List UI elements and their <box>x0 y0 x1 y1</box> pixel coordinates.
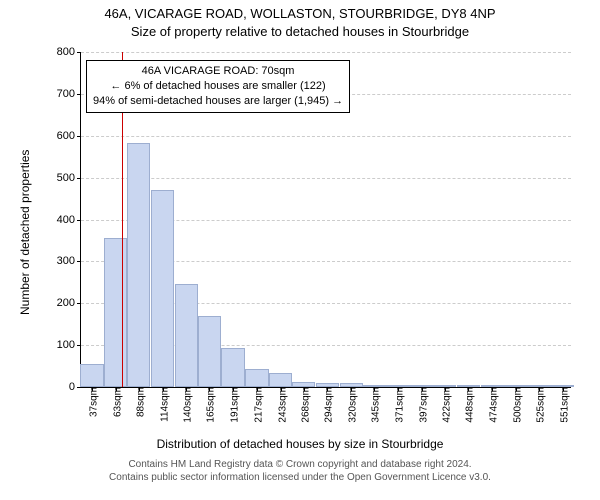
y-axis-label: Number of detached properties <box>18 149 32 314</box>
x-tick-label: 320sqm <box>344 387 359 423</box>
x-tick-label: 217sqm <box>249 387 264 423</box>
x-tick-label: 448sqm <box>461 387 476 423</box>
chart-container: 46A, VICARAGE ROAD, WOLLASTON, STOURBRID… <box>0 0 600 500</box>
y-tick-label: 400 <box>57 214 81 226</box>
x-tick-label: 165sqm <box>202 387 217 423</box>
footer-line-2: Contains public sector information licen… <box>0 472 600 485</box>
gridline-h <box>81 136 571 137</box>
info-line-2: ← 6% of detached houses are smaller (122… <box>93 79 343 94</box>
page-subtitle: Size of property relative to detached ho… <box>0 24 600 39</box>
y-tick-label: 300 <box>57 255 81 267</box>
x-tick-label: 114sqm <box>155 387 170 422</box>
x-tick-label: 294sqm <box>320 387 335 423</box>
y-tick-label: 0 <box>69 381 81 393</box>
y-tick-label: 800 <box>57 46 81 58</box>
x-tick-label: 191sqm <box>226 387 241 423</box>
histogram-bar <box>245 369 268 387</box>
histogram-bar <box>151 190 174 387</box>
x-tick-label: 397sqm <box>414 387 429 423</box>
info-box: 46A VICARAGE ROAD: 70sqm ← 6% of detache… <box>86 60 350 113</box>
x-tick-label: 551sqm <box>555 387 570 423</box>
histogram-bar <box>198 316 221 387</box>
histogram-bar <box>104 238 127 387</box>
y-tick-label: 500 <box>57 172 81 184</box>
x-tick-label: 422sqm <box>437 387 452 423</box>
x-axis-label: Distribution of detached houses by size … <box>0 437 600 451</box>
y-tick-label: 200 <box>57 297 81 309</box>
page-title: 46A, VICARAGE ROAD, WOLLASTON, STOURBRID… <box>0 6 600 21</box>
x-tick-label: 140sqm <box>179 387 194 423</box>
x-tick-label: 63sqm <box>108 387 123 417</box>
x-tick-label: 500sqm <box>509 387 524 423</box>
histogram-bar <box>127 143 150 387</box>
x-tick-label: 243sqm <box>273 387 288 423</box>
histogram-bar <box>221 348 244 387</box>
histogram-bar <box>269 373 292 387</box>
gridline-h <box>81 52 571 53</box>
y-tick-label: 100 <box>57 339 81 351</box>
histogram-bar <box>175 284 198 387</box>
gridline-h <box>81 178 571 179</box>
info-line-1: 46A VICARAGE ROAD: 70sqm <box>93 64 343 79</box>
y-tick-label: 600 <box>57 130 81 142</box>
x-tick-label: 268sqm <box>296 387 311 423</box>
x-tick-label: 525sqm <box>531 387 546 423</box>
plot-area: 010020030040050060070080037sqm63sqm88sqm… <box>80 52 571 388</box>
x-tick-label: 371sqm <box>390 387 405 423</box>
info-line-3: 94% of semi-detached houses are larger (… <box>93 94 343 109</box>
x-tick-label: 345sqm <box>367 387 382 423</box>
footer-line-1: Contains HM Land Registry data © Crown c… <box>0 459 600 472</box>
histogram-bar <box>80 364 103 387</box>
x-tick-label: 37sqm <box>84 387 99 417</box>
x-tick-label: 474sqm <box>485 387 500 423</box>
x-tick-label: 88sqm <box>131 387 146 417</box>
y-tick-label: 700 <box>57 88 81 100</box>
footer-text: Contains HM Land Registry data © Crown c… <box>0 459 600 484</box>
